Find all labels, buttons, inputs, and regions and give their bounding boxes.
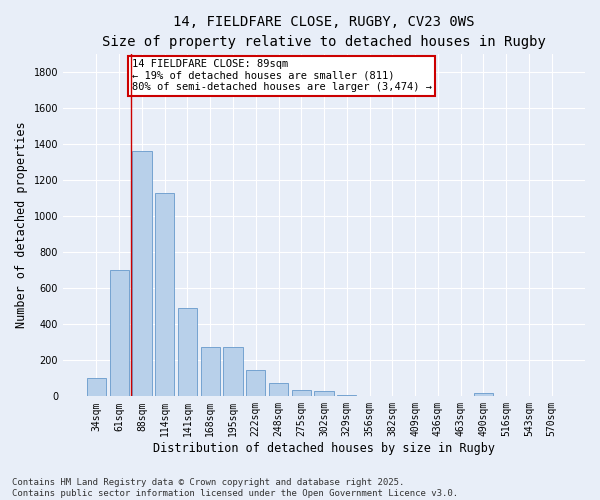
Bar — [314, 391, 334, 396]
Bar — [132, 151, 152, 396]
Bar — [223, 347, 242, 397]
X-axis label: Distribution of detached houses by size in Rugby: Distribution of detached houses by size … — [153, 442, 495, 455]
Bar — [110, 270, 129, 396]
Bar — [178, 308, 197, 396]
Title: 14, FIELDFARE CLOSE, RUGBY, CV23 0WS
Size of property relative to detached house: 14, FIELDFARE CLOSE, RUGBY, CV23 0WS Siz… — [102, 15, 546, 48]
Text: 14 FIELDFARE CLOSE: 89sqm
← 19% of detached houses are smaller (811)
80% of semi: 14 FIELDFARE CLOSE: 89sqm ← 19% of detac… — [132, 59, 432, 92]
Bar — [269, 383, 288, 396]
Bar — [246, 370, 265, 396]
Bar — [292, 390, 311, 396]
Bar — [87, 378, 106, 396]
Y-axis label: Number of detached properties: Number of detached properties — [15, 122, 28, 328]
Text: Contains HM Land Registry data © Crown copyright and database right 2025.
Contai: Contains HM Land Registry data © Crown c… — [12, 478, 458, 498]
Bar — [200, 347, 220, 397]
Bar — [473, 392, 493, 396]
Bar — [155, 192, 175, 396]
